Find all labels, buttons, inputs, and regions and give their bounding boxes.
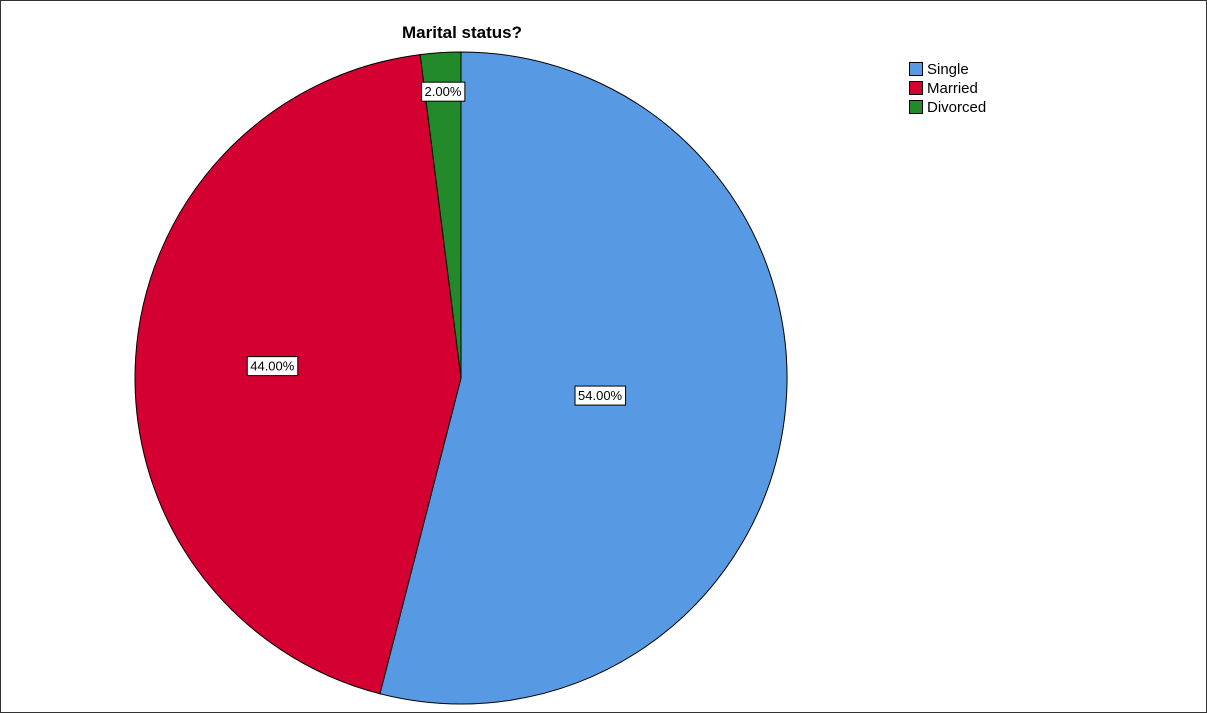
data-label-text-single: 54.00% <box>578 388 623 403</box>
data-label-divorced: 2.00% <box>421 81 466 102</box>
data-label-text-divorced: 2.00% <box>425 84 462 99</box>
data-label-box-divorced <box>421 81 466 102</box>
data-label-married: 44.00% <box>246 356 299 377</box>
chart-title: Marital status? <box>402 23 522 42</box>
data-label-single: 54.00% <box>574 385 627 406</box>
legend-label-divorced: Divorced <box>927 98 987 116</box>
legend-swatch-single <box>909 62 923 76</box>
legend-item-divorced: Divorced <box>909 98 986 116</box>
legend: Single Married Divorced <box>909 60 986 117</box>
pie-slice-single <box>379 51 788 705</box>
legend-label-married: Married <box>927 79 978 97</box>
legend-label-single: Single <box>927 60 969 78</box>
data-label-box-single <box>574 385 627 406</box>
data-label-text-married: 44.00% <box>250 359 295 374</box>
legend-item-married: Married <box>909 79 986 97</box>
pie-slice-divorced <box>419 51 462 379</box>
legend-swatch-married <box>909 81 923 95</box>
data-label-box-married <box>246 356 299 377</box>
legend-swatch-divorced <box>909 100 923 114</box>
legend-item-single: Single <box>909 60 986 78</box>
